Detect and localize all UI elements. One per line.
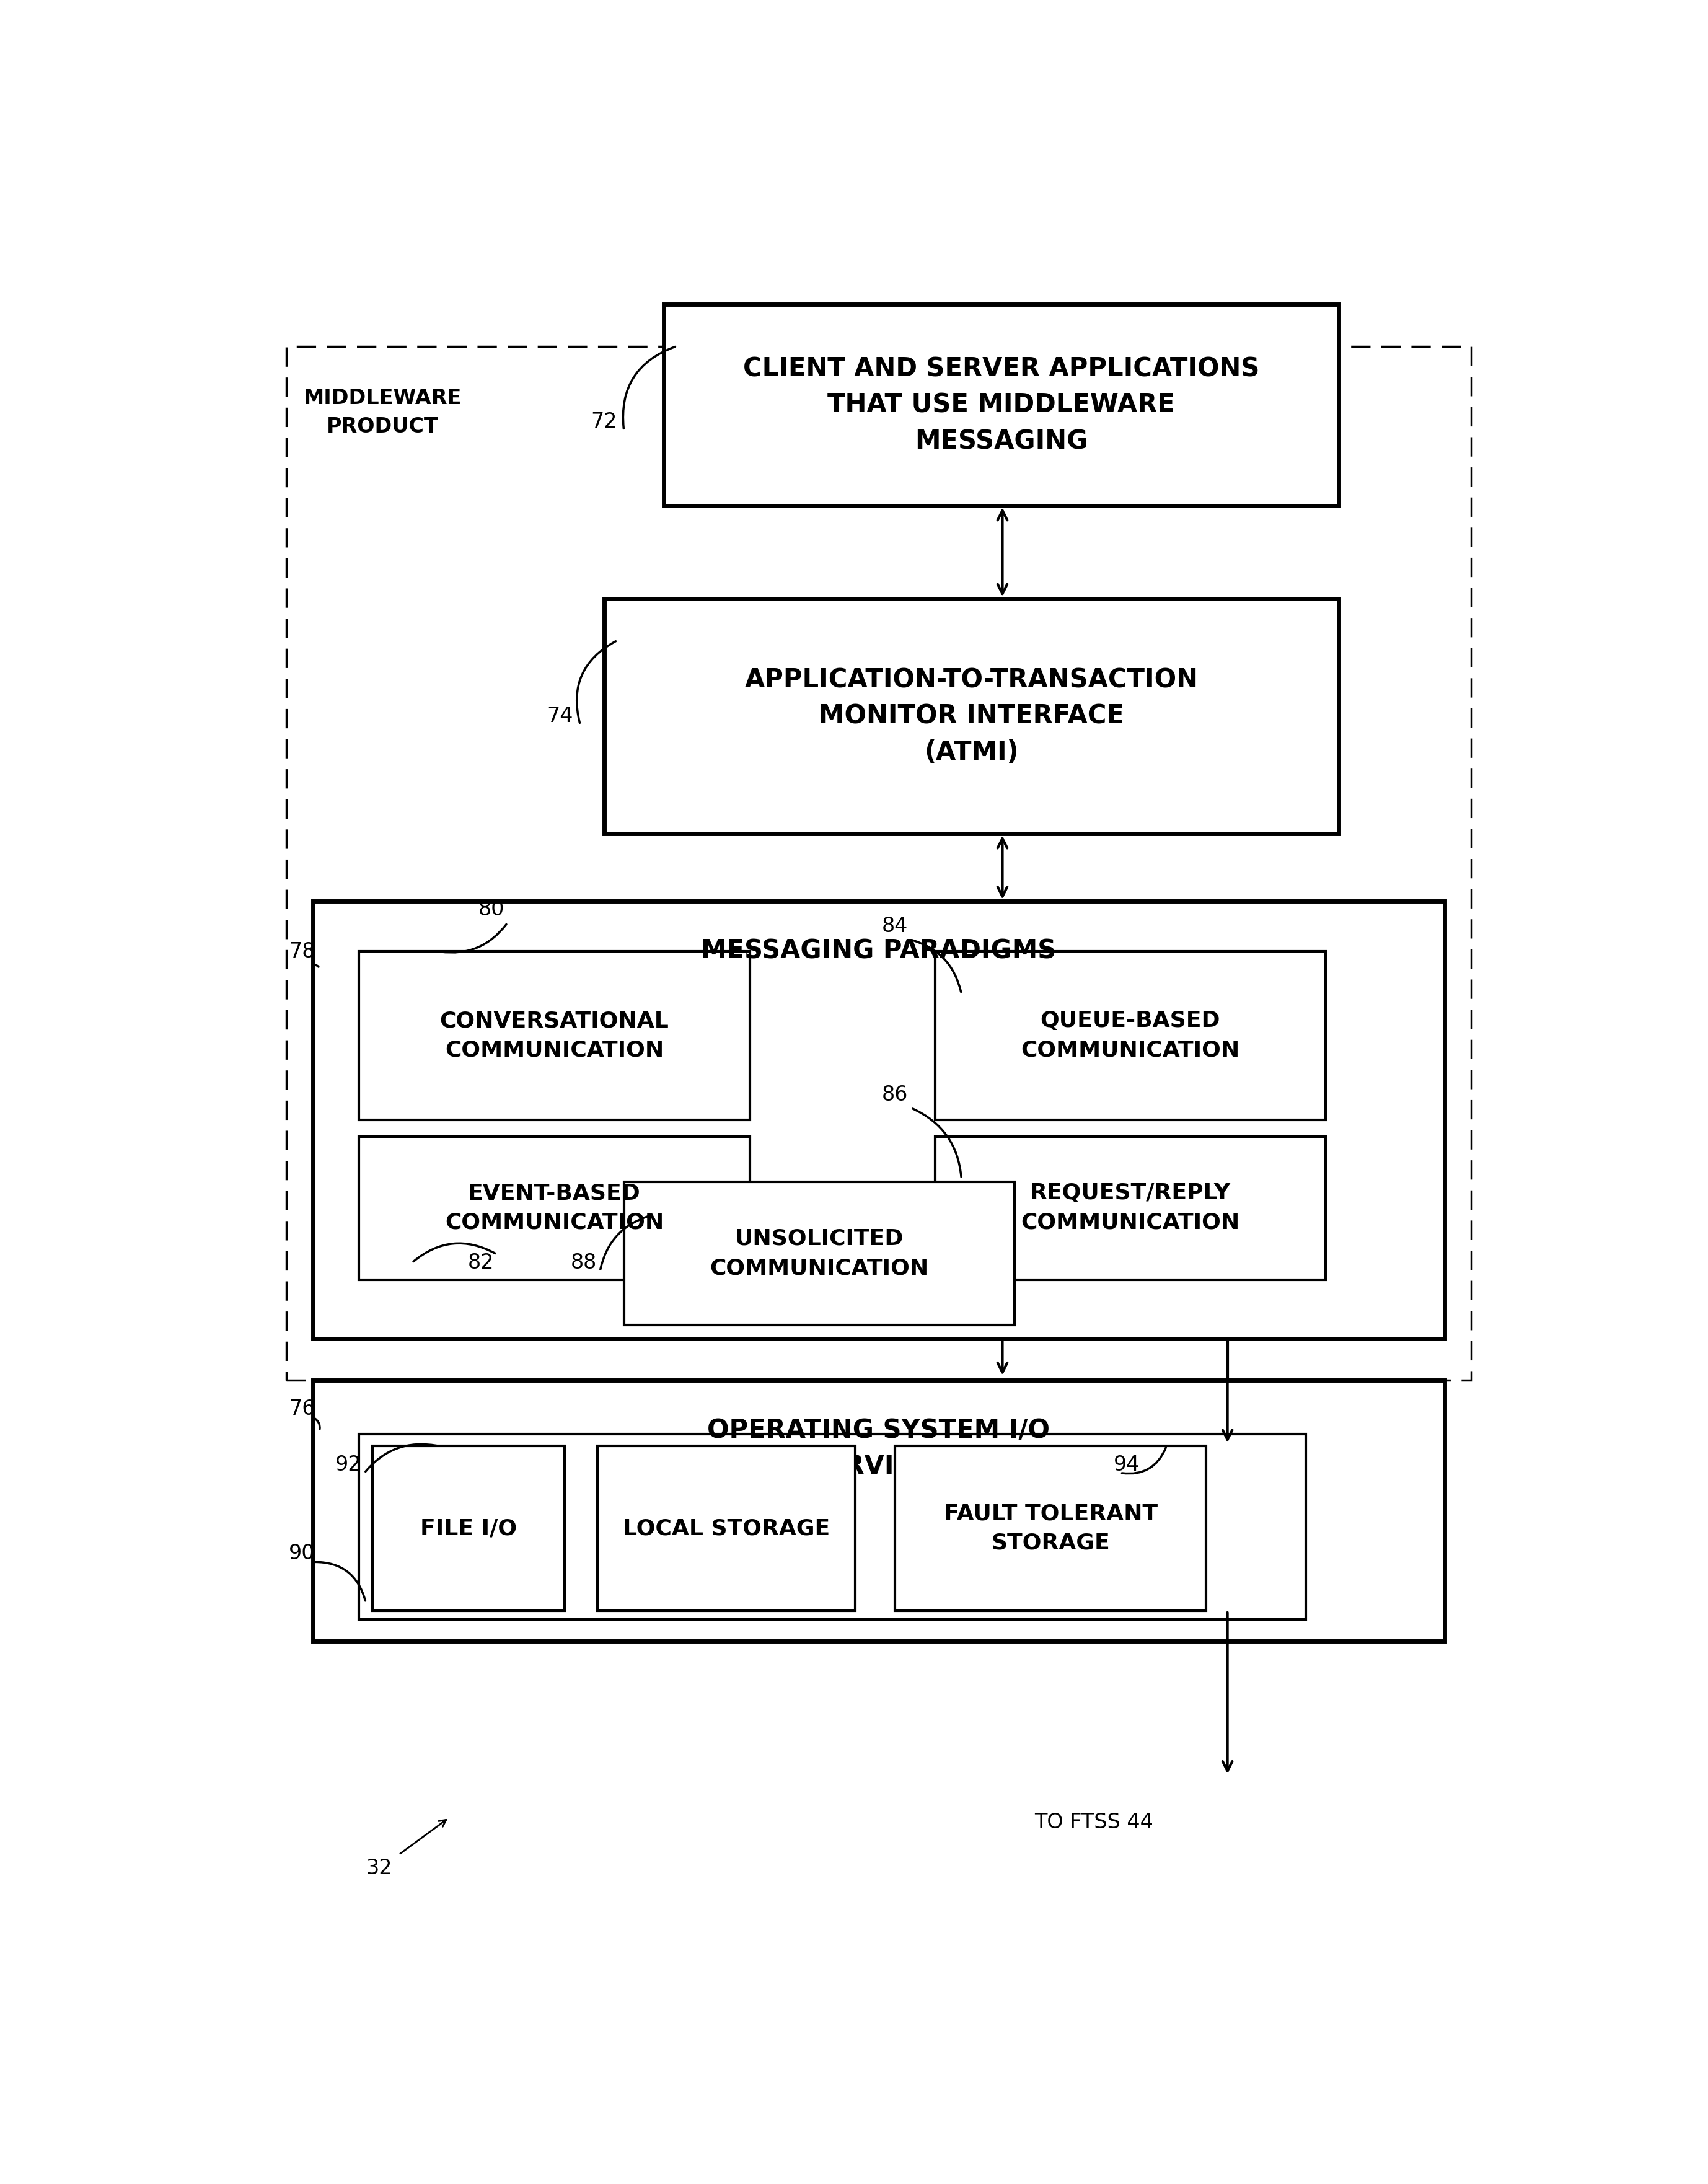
Text: 76: 76 [289,1398,316,1420]
Text: 32: 32 [366,1859,393,1878]
FancyBboxPatch shape [359,952,750,1120]
Text: 82: 82 [468,1251,494,1273]
Text: 92: 92 [335,1455,362,1474]
FancyBboxPatch shape [934,1136,1325,1280]
Text: TO FTSS 44: TO FTSS 44 [1035,1813,1153,1832]
Text: 80: 80 [478,900,504,919]
FancyBboxPatch shape [598,1446,856,1612]
Text: REQUEST/REPLY
COMMUNICATION: REQUEST/REPLY COMMUNICATION [1021,1184,1240,1234]
Text: 94: 94 [1114,1455,1139,1474]
Text: 78: 78 [289,941,316,961]
FancyBboxPatch shape [313,902,1445,1339]
Text: FILE I/O: FILE I/O [420,1518,518,1540]
Text: 84: 84 [881,915,909,937]
Text: APPLICATION-TO-TRANSACTION
MONITOR INTERFACE
(ATMI): APPLICATION-TO-TRANSACTION MONITOR INTER… [745,666,1197,764]
FancyBboxPatch shape [359,1435,1305,1618]
Text: MESSAGING PARADIGMS: MESSAGING PARADIGMS [700,939,1056,963]
FancyBboxPatch shape [359,1136,750,1280]
FancyBboxPatch shape [934,952,1325,1120]
Text: 72: 72 [591,411,617,432]
FancyBboxPatch shape [605,598,1339,834]
Text: 74: 74 [547,705,574,727]
FancyBboxPatch shape [664,304,1339,507]
Text: OPERATING SYSTEM I/O
SERVICES: OPERATING SYSTEM I/O SERVICES [707,1417,1050,1481]
Text: CONVERSATIONAL
COMMUNICATION: CONVERSATIONAL COMMUNICATION [439,1011,670,1061]
FancyBboxPatch shape [372,1446,564,1612]
Text: LOCAL STORAGE: LOCAL STORAGE [623,1518,830,1540]
Text: EVENT-BASED
COMMUNICATION: EVENT-BASED COMMUNICATION [444,1184,664,1234]
Text: CLIENT AND SERVER APPLICATIONS
THAT USE MIDDLEWARE
MESSAGING: CLIENT AND SERVER APPLICATIONS THAT USE … [743,356,1259,454]
Text: FAULT TOLERANT
STORAGE: FAULT TOLERANT STORAGE [945,1503,1158,1553]
Text: UNSOLICITED
COMMUNICATION: UNSOLICITED COMMUNICATION [709,1227,929,1278]
Text: 90: 90 [289,1544,316,1564]
Text: MIDDLEWARE
PRODUCT: MIDDLEWARE PRODUCT [304,389,461,437]
FancyBboxPatch shape [623,1182,1015,1326]
FancyBboxPatch shape [895,1446,1206,1612]
FancyBboxPatch shape [313,1380,1445,1640]
Text: 86: 86 [881,1083,909,1105]
Text: 88: 88 [570,1251,598,1273]
Text: QUEUE-BASED
COMMUNICATION: QUEUE-BASED COMMUNICATION [1021,1011,1240,1061]
